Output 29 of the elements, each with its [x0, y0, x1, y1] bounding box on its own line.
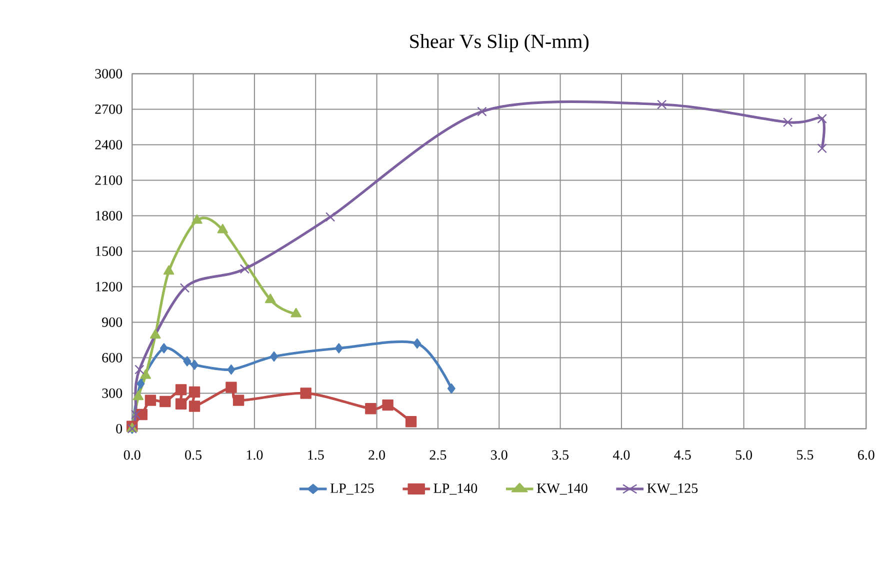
y-tick-label: 900: [102, 317, 122, 327]
y-tick-label: 2100: [95, 175, 122, 185]
chart-title: Shear Vs Slip (N-mm): [410, 34, 589, 52]
legend-label: LP_140: [434, 484, 478, 495]
y-tick-label: 300: [102, 388, 122, 398]
legend-label: LP_125: [330, 484, 374, 495]
x-tick-label: 0.5: [185, 450, 202, 460]
y-tick-label: 1500: [96, 246, 122, 256]
y-tick-label: 0: [116, 424, 122, 434]
legend-label: KW_140: [536, 484, 588, 495]
y-tick-label: 600: [102, 352, 122, 362]
x-tick-label: 1.5: [308, 450, 324, 460]
y-tick-label: 2400: [95, 140, 122, 150]
x-tick-label: 0.0: [124, 450, 140, 460]
x-tick-label: 3.0: [491, 450, 508, 460]
legend-label: KW_125: [647, 484, 698, 495]
y-tick-label: 1200: [96, 282, 122, 292]
x-tick-label: 1.0: [246, 450, 263, 460]
x-tick-label: 6.0: [858, 450, 874, 460]
x-tick-label: 2.5: [430, 450, 446, 460]
x-tick-label: 4.0: [612, 450, 630, 460]
y-tick-label: 3000: [95, 68, 122, 78]
y-tick-label: 2700: [95, 104, 122, 114]
x-tick-label: 5.5: [797, 450, 814, 460]
y-tick-label: 1800: [96, 210, 122, 220]
x-tick-label: 2.0: [368, 450, 385, 460]
x-tick-label: 4.5: [674, 450, 691, 460]
x-tick-label: 5.0: [736, 450, 752, 460]
x-tick-label: 3.5: [552, 450, 568, 460]
